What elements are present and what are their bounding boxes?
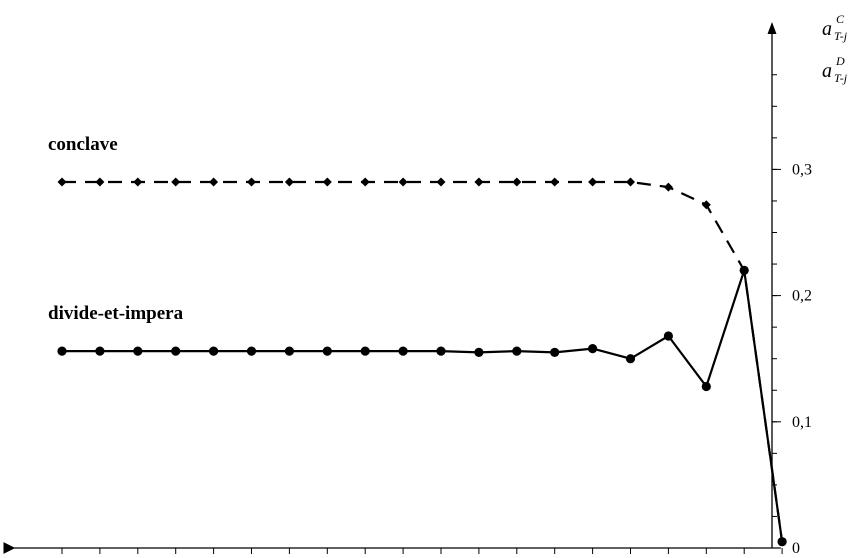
data-point-conclave — [436, 177, 446, 187]
data-point-divide-et-impera — [171, 346, 181, 356]
data-point-divide-et-impera — [360, 346, 370, 356]
y-axis-title-line1-base: a — [822, 18, 832, 40]
y-axis-title-line2: a D T-j — [822, 54, 848, 85]
data-point-conclave — [588, 177, 598, 187]
data-point-conclave — [360, 177, 370, 187]
data-point-conclave — [95, 177, 105, 187]
series-label-conclave: conclave — [48, 134, 118, 155]
data-point-divide-et-impera — [209, 346, 219, 356]
y-axis-title-line2-base: a — [822, 60, 832, 82]
y-axis-title-line1-sup: C — [836, 12, 845, 26]
data-point-divide-et-impera — [588, 344, 598, 354]
data-point-conclave — [626, 177, 635, 187]
data-point-divide-et-impera — [512, 346, 522, 356]
data-point-divide-et-impera — [57, 346, 67, 356]
data-point-divide-et-impera — [625, 354, 636, 364]
y-tick-label: 0 — [792, 540, 800, 557]
data-point-conclave — [550, 177, 560, 187]
data-point-conclave — [663, 182, 673, 192]
data-point-conclave — [398, 177, 408, 187]
series-label-divide-et-impera: divide-et-impera — [48, 303, 184, 324]
y-tick-label: 0,2 — [792, 288, 812, 305]
data-point-divide-et-impera — [95, 346, 105, 356]
data-point-conclave — [474, 177, 484, 187]
data-point-conclave — [57, 177, 67, 187]
data-point-divide-et-impera — [322, 346, 332, 356]
data-point-conclave — [512, 177, 522, 187]
series-line-divide-et-impera — [62, 269, 784, 542]
y-tick-label: 0,1 — [792, 414, 812, 431]
labels-layer: T-∞T-10T-8T-6T-4T-2T00,10,20,3aCT-jaDT-j… — [48, 12, 848, 557]
data-point-conclave — [701, 200, 711, 210]
data-point-divide-et-impera — [133, 346, 143, 356]
data-point-divide-et-impera — [663, 331, 674, 341]
data-point-conclave — [133, 177, 143, 187]
y-axis-arrow — [767, 22, 777, 34]
data-point-divide-et-impera — [701, 381, 711, 392]
data-point-conclave — [247, 177, 256, 187]
y-tick-label: 0,3 — [792, 161, 812, 178]
data-point-divide-et-impera — [777, 537, 787, 547]
data-point-divide-et-impera — [550, 347, 560, 357]
y-axis-title-line1: a C T-j — [822, 12, 848, 43]
y-axis-title-line2-sub: T-j — [834, 71, 848, 85]
data-point-divide-et-impera — [246, 346, 257, 356]
series-layer — [57, 177, 787, 547]
data-point-conclave — [284, 177, 294, 187]
data-point-conclave — [322, 177, 332, 187]
y-axis-title-line2-sup: D — [835, 54, 845, 68]
y-axis-title-line1-sub: T-j — [834, 29, 848, 43]
data-point-divide-et-impera — [398, 346, 408, 356]
data-point-conclave — [171, 177, 181, 187]
data-point-conclave — [209, 177, 219, 187]
data-point-divide-et-impera — [436, 346, 446, 356]
data-point-divide-et-impera — [474, 347, 484, 357]
data-point-divide-et-impera — [284, 346, 294, 356]
axes — [3, 22, 783, 554]
series-line-conclave — [62, 180, 784, 542]
data-point-divide-et-impera — [739, 265, 749, 275]
